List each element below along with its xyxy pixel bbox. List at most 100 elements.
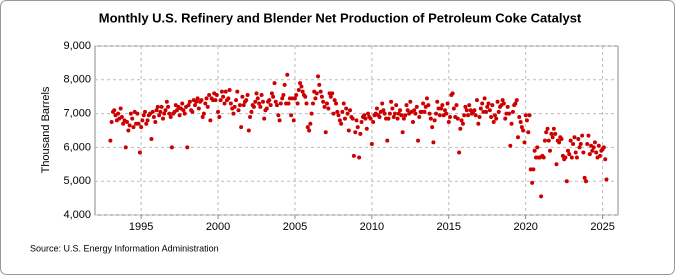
y-tick-label: 7,000 [63, 108, 91, 120]
y-tick-label: 6,000 [63, 141, 91, 153]
point [539, 194, 544, 199]
y-tick-label: 9,000 [63, 40, 91, 52]
point [272, 81, 277, 86]
point [222, 101, 227, 106]
point [121, 121, 126, 126]
point [159, 104, 164, 109]
point [508, 143, 513, 148]
point [245, 93, 250, 98]
point [480, 101, 485, 106]
point [149, 136, 154, 141]
point [181, 108, 186, 113]
point [226, 96, 231, 101]
point [485, 104, 490, 109]
point [459, 118, 464, 123]
point [271, 94, 276, 99]
point [239, 125, 244, 130]
point [591, 145, 596, 150]
point [328, 94, 333, 99]
point [289, 113, 294, 118]
point [391, 114, 396, 119]
point [598, 153, 603, 158]
point [112, 108, 117, 113]
point [494, 116, 499, 121]
x-tick-label: 1995 [129, 221, 153, 233]
point [286, 101, 291, 106]
point [166, 104, 171, 109]
point [362, 113, 367, 118]
point [307, 128, 312, 133]
point [234, 98, 239, 103]
point [604, 177, 609, 182]
point [563, 155, 568, 160]
point [348, 108, 353, 113]
point [137, 150, 142, 155]
point [168, 114, 173, 119]
point [559, 136, 564, 141]
point [331, 111, 336, 116]
point [299, 84, 304, 89]
point [446, 120, 451, 125]
point [158, 109, 163, 114]
point [337, 118, 342, 123]
point [545, 126, 550, 131]
point [364, 126, 369, 131]
point [251, 104, 256, 109]
point [321, 99, 326, 104]
point [382, 111, 387, 116]
point [442, 108, 447, 113]
point [386, 116, 391, 121]
point [542, 138, 547, 143]
point [466, 113, 471, 118]
point [339, 121, 344, 126]
point [358, 131, 363, 136]
point [401, 116, 406, 121]
point [448, 114, 453, 119]
point [277, 118, 282, 123]
point [150, 109, 155, 114]
point [417, 114, 422, 119]
point [574, 155, 579, 160]
point [421, 101, 426, 106]
point [345, 111, 350, 116]
point [124, 120, 129, 125]
point [123, 145, 128, 150]
point [135, 111, 140, 116]
point [519, 125, 524, 130]
point [495, 99, 500, 104]
point [516, 135, 521, 140]
point [486, 101, 491, 106]
point [576, 136, 581, 141]
point [346, 128, 351, 133]
point [587, 152, 592, 157]
x-tick-label: 2010 [360, 221, 384, 233]
point [153, 120, 158, 125]
point [458, 126, 463, 131]
point [139, 125, 144, 130]
point [246, 128, 251, 133]
point [228, 101, 233, 106]
point [585, 142, 590, 147]
point [330, 91, 335, 96]
point [186, 103, 191, 108]
point [577, 145, 582, 150]
y-tick-label: 8,000 [63, 74, 91, 86]
point [298, 81, 303, 86]
point [440, 103, 445, 108]
point [572, 135, 577, 140]
point [274, 103, 279, 108]
point [414, 104, 419, 109]
point [194, 99, 199, 104]
point [557, 140, 562, 145]
point [267, 98, 272, 103]
point [431, 140, 436, 145]
point [410, 120, 415, 125]
point [590, 148, 595, 153]
point [108, 138, 113, 143]
x-tick-label: 2015 [437, 221, 461, 233]
point [564, 179, 569, 184]
point [276, 113, 281, 118]
point [548, 148, 553, 153]
point [586, 133, 591, 138]
